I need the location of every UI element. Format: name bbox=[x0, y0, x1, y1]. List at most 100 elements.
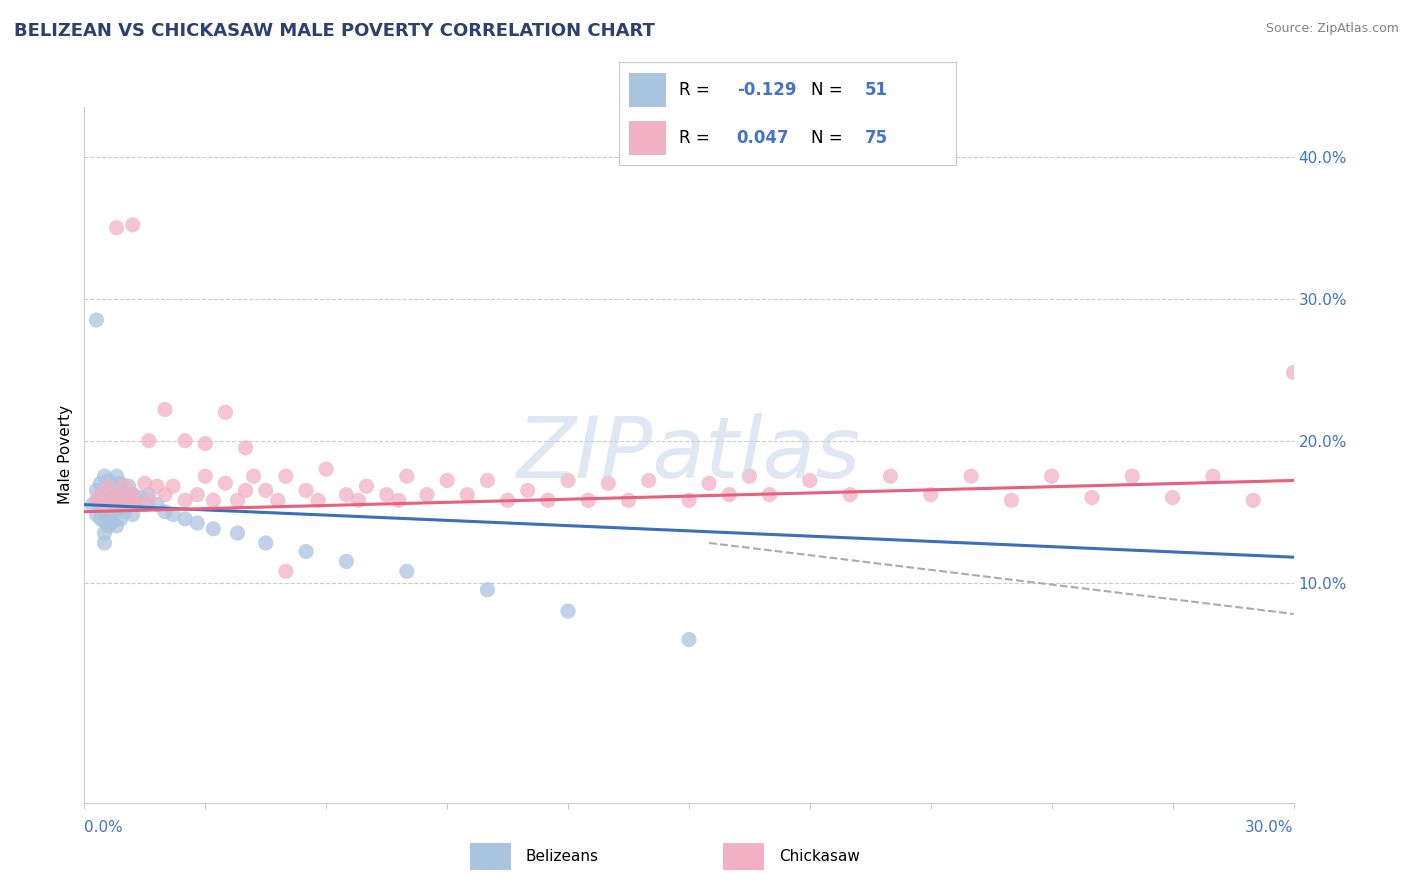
Point bbox=[242, 469, 264, 483]
Point bbox=[395, 565, 418, 579]
Point bbox=[174, 434, 197, 448]
Point bbox=[174, 493, 197, 508]
Text: Belizeans: Belizeans bbox=[526, 849, 599, 863]
Point bbox=[758, 488, 780, 502]
Point bbox=[436, 474, 458, 488]
Text: 75: 75 bbox=[865, 128, 889, 147]
Point bbox=[537, 493, 560, 508]
Point bbox=[347, 493, 370, 508]
Point bbox=[93, 536, 115, 550]
Point bbox=[226, 493, 249, 508]
Point bbox=[101, 493, 124, 508]
Point bbox=[86, 493, 108, 508]
Point bbox=[1282, 366, 1305, 380]
Point bbox=[202, 522, 225, 536]
Point bbox=[86, 483, 108, 498]
Text: N =: N = bbox=[811, 128, 848, 147]
Point bbox=[557, 604, 579, 618]
Point bbox=[118, 493, 141, 508]
Point bbox=[1241, 493, 1264, 508]
Point bbox=[97, 519, 120, 533]
Point bbox=[477, 474, 499, 488]
Point bbox=[718, 488, 741, 502]
Point bbox=[1040, 469, 1063, 483]
Point bbox=[194, 436, 217, 450]
Point bbox=[153, 488, 176, 502]
Point bbox=[105, 220, 128, 235]
Point bbox=[138, 488, 160, 502]
Point bbox=[335, 554, 357, 568]
Point bbox=[97, 474, 120, 488]
Point bbox=[235, 483, 257, 498]
Point bbox=[416, 488, 439, 502]
Point bbox=[114, 505, 136, 519]
Point bbox=[235, 441, 257, 455]
Point bbox=[254, 483, 277, 498]
Point bbox=[86, 508, 108, 522]
Point bbox=[101, 515, 124, 529]
Point bbox=[153, 402, 176, 417]
Point bbox=[105, 469, 128, 483]
Point bbox=[146, 498, 169, 512]
Point bbox=[477, 582, 499, 597]
Point bbox=[138, 434, 160, 448]
Point bbox=[274, 565, 297, 579]
Point bbox=[105, 519, 128, 533]
Point bbox=[93, 469, 115, 483]
Point bbox=[121, 488, 143, 502]
Point bbox=[456, 488, 478, 502]
Point bbox=[516, 483, 538, 498]
Point bbox=[557, 474, 579, 488]
Point bbox=[1161, 491, 1184, 505]
Point bbox=[146, 479, 169, 493]
Point bbox=[186, 516, 208, 530]
Point bbox=[121, 218, 143, 232]
Point bbox=[496, 493, 519, 508]
Point bbox=[920, 488, 942, 502]
Point bbox=[162, 508, 184, 522]
Point bbox=[97, 491, 120, 505]
Point bbox=[267, 493, 290, 508]
Point bbox=[174, 512, 197, 526]
Point bbox=[114, 486, 136, 500]
Text: ZIPatlas: ZIPatlas bbox=[517, 413, 860, 497]
Point bbox=[105, 501, 128, 516]
Point bbox=[186, 488, 208, 502]
Point bbox=[1000, 493, 1022, 508]
Point bbox=[214, 405, 236, 419]
Point bbox=[1121, 469, 1143, 483]
Point bbox=[118, 498, 141, 512]
Point bbox=[315, 462, 337, 476]
FancyBboxPatch shape bbox=[723, 843, 763, 870]
Point bbox=[97, 508, 120, 522]
Point bbox=[274, 469, 297, 483]
Point bbox=[97, 479, 120, 493]
Point bbox=[637, 474, 659, 488]
Point bbox=[295, 544, 318, 558]
Point bbox=[110, 495, 132, 509]
Point bbox=[375, 488, 398, 502]
Point bbox=[395, 469, 418, 483]
Point bbox=[335, 488, 357, 502]
Text: Source: ZipAtlas.com: Source: ZipAtlas.com bbox=[1265, 22, 1399, 36]
Point bbox=[114, 479, 136, 493]
Point bbox=[254, 536, 277, 550]
Text: 0.0%: 0.0% bbox=[84, 821, 124, 835]
Point bbox=[576, 493, 599, 508]
FancyBboxPatch shape bbox=[628, 73, 666, 106]
Point bbox=[295, 483, 318, 498]
Point bbox=[118, 479, 141, 493]
Point bbox=[799, 474, 821, 488]
Point bbox=[162, 479, 184, 493]
Point bbox=[93, 488, 115, 502]
Point bbox=[89, 476, 111, 491]
Point bbox=[89, 488, 111, 502]
Point bbox=[1081, 491, 1104, 505]
Point bbox=[697, 476, 720, 491]
Point bbox=[101, 498, 124, 512]
Text: 30.0%: 30.0% bbox=[1246, 821, 1294, 835]
Point bbox=[738, 469, 761, 483]
Point bbox=[105, 488, 128, 502]
Point bbox=[93, 526, 115, 541]
Point bbox=[202, 493, 225, 508]
